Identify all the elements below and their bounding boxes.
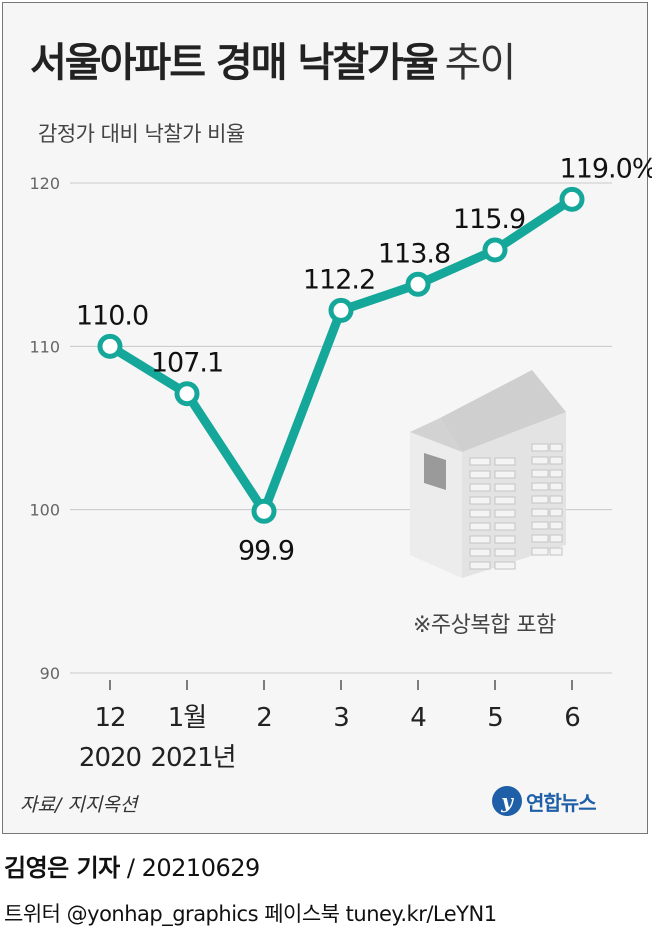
chart-title-suffix: 추이 (444, 40, 517, 86)
data-label: 113.8 (378, 238, 450, 269)
line-chart: 90 100 110 120 12 1월 2 3 4 5 6 2020 2021년 110.0107.1… (29, 153, 652, 773)
window-cell (494, 548, 516, 557)
window-cell (549, 547, 563, 556)
window-cell (469, 470, 491, 479)
building-roof-top (440, 370, 566, 452)
window-cell (494, 522, 516, 531)
data-label-unit: % (632, 153, 652, 184)
window-cell (531, 482, 549, 491)
window-cell (494, 561, 516, 570)
data-points (97, 186, 585, 524)
window-cell (494, 509, 516, 518)
apartment-building-illustration (410, 370, 566, 578)
window-cell (469, 535, 491, 544)
window-cell (549, 469, 563, 478)
window-cell (549, 482, 563, 491)
data-label: 115.9 (453, 204, 525, 235)
data-label-value: 110.0 (76, 300, 148, 331)
window-cell (549, 456, 563, 465)
source-text: 자료/ 지지옥션 (20, 794, 138, 816)
x-tick-label: 4 (410, 703, 426, 733)
data-point (174, 381, 200, 407)
y-tick-label: 120 (29, 174, 60, 193)
data-label: 112.2 (303, 264, 375, 295)
y-tick-label: 90 (40, 664, 60, 683)
data-point (482, 237, 508, 263)
window-cell (531, 534, 549, 543)
window-cell (469, 548, 491, 557)
x-year-label: 2020 (79, 743, 141, 773)
axis-labels: 90 100 110 120 12 1월 2 3 4 5 6 2020 2021년 (29, 174, 580, 773)
x-year-label: 2021년 (150, 743, 235, 773)
social-links: 트위터 @yonhap_graphics 페이스북 tuney.kr/LeYN1 (4, 902, 497, 926)
window-cell (469, 522, 491, 531)
x-tick-label: 2 (256, 703, 272, 733)
data-label-value: 112.2 (303, 264, 375, 295)
window-cell (469, 561, 491, 570)
window-cell (531, 469, 549, 478)
data-label-value: 115.9 (453, 204, 525, 235)
data-label-value: 107.1 (151, 348, 223, 379)
x-tick-label: 1월 (168, 703, 206, 733)
window-cell (531, 508, 549, 517)
data-point (405, 271, 431, 297)
data-label-value: 99.9 (238, 535, 294, 566)
window-cell (469, 509, 491, 518)
publish-date: 20210629 (141, 854, 261, 882)
yonhap-logo-icon: y (492, 786, 522, 816)
window-cell (549, 521, 563, 530)
window-cell (549, 443, 563, 452)
window-cell (531, 443, 549, 452)
data-point (97, 333, 123, 359)
x-tick-label: 5 (487, 703, 503, 733)
data-label: 119.0% (560, 153, 652, 184)
data-point (328, 297, 354, 323)
window-cell (494, 535, 516, 544)
window-grid (469, 443, 563, 570)
window-cell (531, 456, 549, 465)
window-cell (494, 483, 516, 492)
window-cell (531, 495, 549, 504)
data-point (251, 498, 277, 524)
window-cell (494, 470, 516, 479)
window-cell (549, 534, 563, 543)
window-cell (549, 508, 563, 517)
data-point (559, 186, 585, 212)
building-side-face (410, 432, 462, 578)
x-tick-label: 6 (564, 703, 580, 733)
y-tick-label: 110 (29, 337, 60, 356)
window-cell (549, 495, 563, 504)
brand-logo: y 연합뉴스 (492, 784, 597, 818)
x-tick-label: 3 (333, 703, 349, 733)
data-label: 107.1 (151, 348, 223, 379)
window-cell (531, 521, 549, 530)
building-roof (410, 418, 462, 452)
brand-name: 연합뉴스 (526, 790, 597, 815)
data-label: 110.0 (76, 300, 148, 331)
y-tick-label: 100 (29, 501, 60, 520)
window-cell (469, 483, 491, 492)
data-label-value: 119.0 (560, 153, 632, 184)
window-cell (469, 496, 491, 505)
data-label-value: 113.8 (378, 238, 450, 269)
chart-subtitle: 감정가 대비 낙찰가 비율 (38, 122, 245, 146)
note-text: ※주상복합 포함 (413, 613, 556, 638)
grid-lines (70, 182, 612, 674)
reporter-line: 김영은 기자 / 20210629 (4, 854, 261, 882)
window-cell (494, 457, 516, 466)
chart-title: 서울아파트 경매 낙찰가율 추이 (30, 40, 517, 86)
building-window (424, 453, 446, 490)
window-cell (494, 496, 516, 505)
reporter-name: 김영은 기자 (4, 854, 120, 882)
data-label: 99.9 (238, 535, 294, 566)
x-tick-label: 12 (94, 703, 125, 733)
window-cell (531, 547, 549, 556)
window-cell (469, 457, 491, 466)
